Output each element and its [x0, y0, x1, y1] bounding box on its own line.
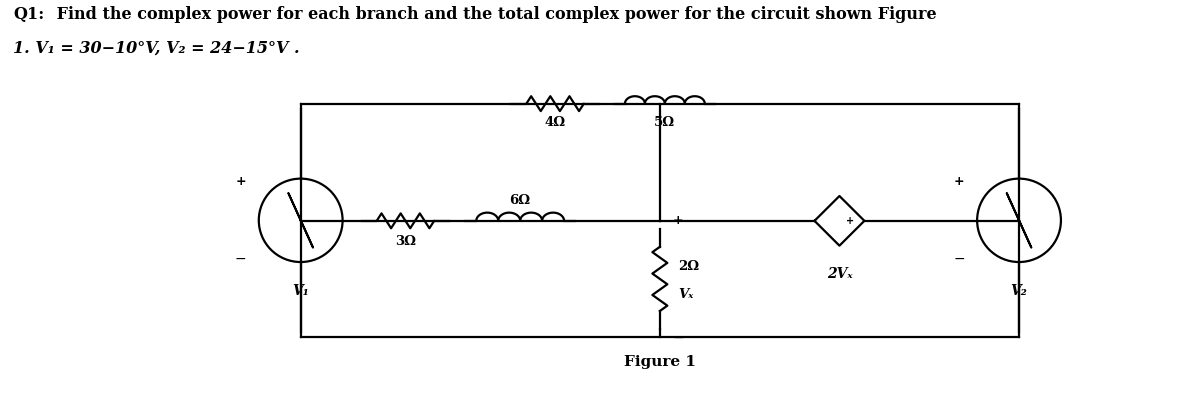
Text: +: + [673, 214, 684, 227]
Text: +: + [846, 216, 854, 226]
Text: −: − [953, 252, 965, 266]
Text: V₂: V₂ [1010, 284, 1027, 298]
Text: +: + [235, 175, 246, 189]
Text: 1. V₁ = 30−10°V, V₂ = 24−15°V .: 1. V₁ = 30−10°V, V₂ = 24−15°V . [13, 39, 300, 56]
Text: Figure 1: Figure 1 [624, 355, 696, 369]
Text: 6Ω: 6Ω [510, 194, 530, 207]
Text: −: − [673, 331, 684, 345]
Text: Find the complex power for each branch and the total complex power for the circu: Find the complex power for each branch a… [52, 6, 937, 23]
Text: Q1:: Q1: [13, 6, 44, 23]
Text: 5Ω: 5Ω [654, 116, 676, 129]
Text: −: − [235, 252, 247, 266]
Text: 4Ω: 4Ω [545, 116, 565, 129]
Text: V₁: V₁ [293, 284, 310, 298]
Text: 2Ω: 2Ω [678, 261, 698, 274]
Text: 3Ω: 3Ω [395, 235, 416, 248]
Text: +: + [954, 175, 965, 189]
Text: Vₓ: Vₓ [678, 288, 694, 301]
Text: 2Vₓ: 2Vₓ [827, 268, 852, 281]
